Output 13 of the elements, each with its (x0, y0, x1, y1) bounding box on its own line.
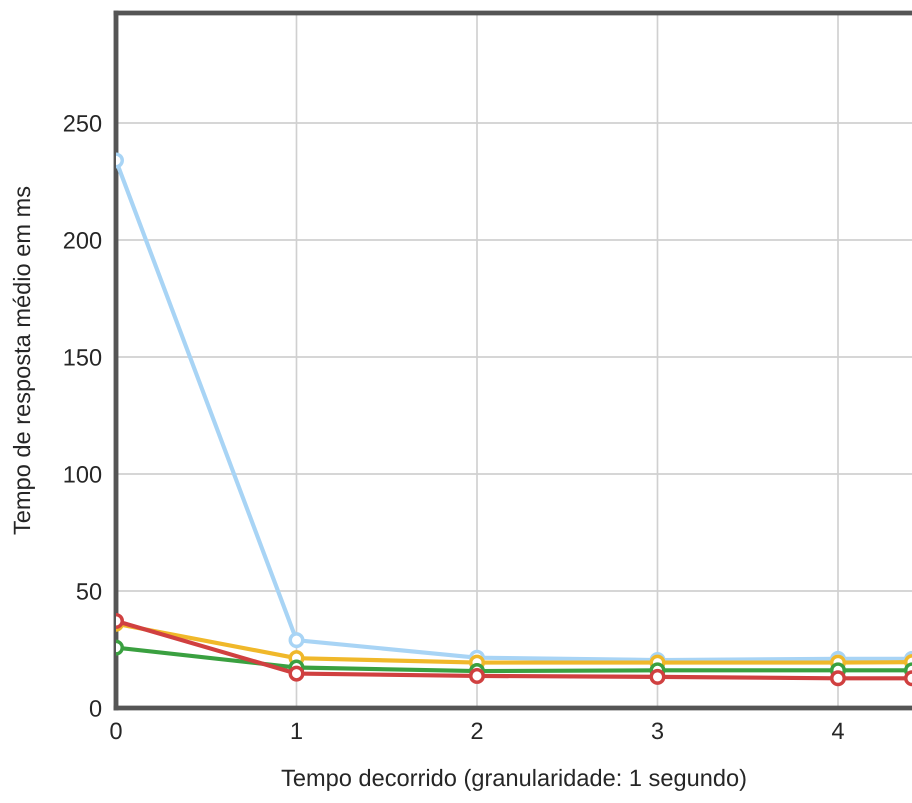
y-axis-title: Tempo de resposta médio em ms (12, 186, 35, 534)
x-axis-title: Tempo decorrido (granularidade: 1 segundo) (282, 768, 746, 791)
y-tick-label: 0 (90, 700, 102, 717)
x-tick-label: 1 (292, 722, 302, 739)
x-tick-label: 4 (832, 722, 844, 739)
x-tick-label: 0 (110, 722, 122, 740)
x-tick-label: 3 (652, 722, 664, 740)
y-tick-label: 100 (64, 466, 102, 483)
y-tick-label: 250 (64, 115, 102, 132)
y-tick-label: 50 (76, 583, 102, 600)
x-tick-label: 2 (472, 722, 482, 739)
y-tick-label: 200 (64, 232, 102, 249)
y-tick-label: 150 (64, 349, 102, 366)
